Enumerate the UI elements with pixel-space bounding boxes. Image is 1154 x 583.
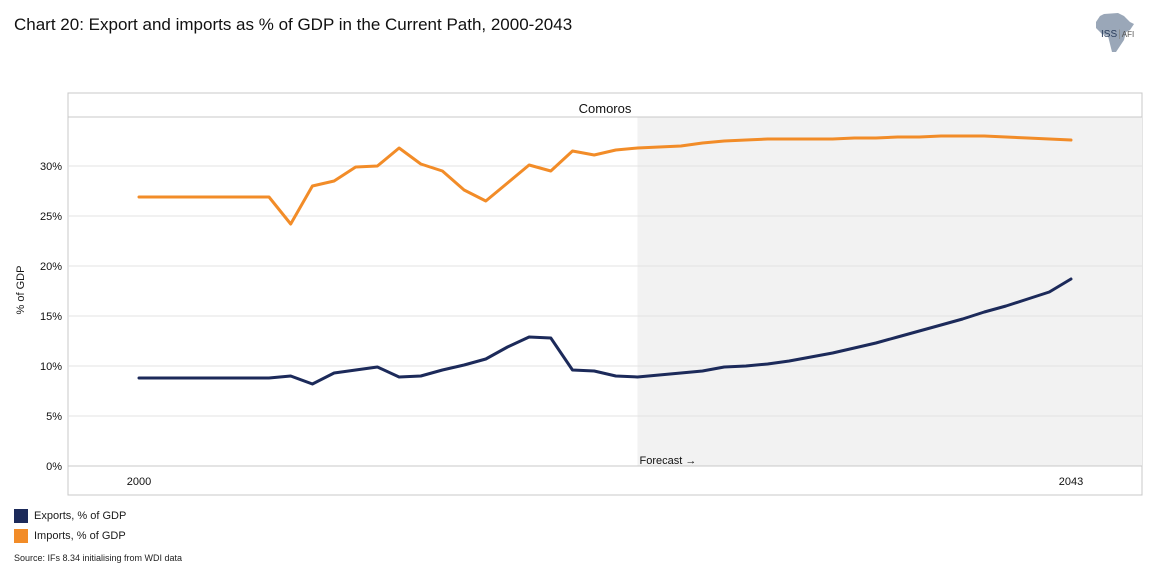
y-tick-label: 10% (40, 361, 62, 373)
logo-text: ISS|AFI (1101, 29, 1135, 40)
y-tick-label: 15% (40, 311, 62, 323)
y-tick-label: 20% (40, 261, 62, 273)
legend-item-exports: Exports, % of GDP (14, 509, 126, 523)
y-tick-label: 30% (40, 161, 62, 173)
y-tick-label: 0% (46, 461, 62, 473)
forecast-region (637, 117, 1142, 466)
y-axis-label: % of GDP (15, 265, 27, 315)
panel-title: Comoros (579, 101, 632, 116)
x-tick-label: 2043 (1059, 476, 1083, 488)
chart-title: Chart 20: Export and imports as % of GDP… (14, 15, 573, 34)
legend-swatch-imports (14, 529, 28, 543)
imports-line (137, 134, 1073, 226)
exports-line (137, 277, 1073, 386)
legend-swatch-exports (14, 509, 28, 523)
legend-item-imports: Imports, % of GDP (14, 529, 126, 543)
africa-map-icon (1096, 13, 1134, 52)
logo-sub: AFI (1121, 30, 1135, 39)
y-tick-label: 25% (40, 211, 62, 223)
x-tick-label: 2000 (127, 476, 151, 488)
y-tick-label: 5% (46, 411, 62, 423)
legend-label-imports: Imports, % of GDP (34, 530, 126, 542)
logo-main: ISS (1101, 29, 1118, 40)
legend-label-exports: Exports, % of GDP (34, 510, 127, 522)
forecast-label: Forecast → (640, 455, 697, 467)
source-note: Source: IFs 8.34 initialising from WDI d… (14, 553, 183, 563)
